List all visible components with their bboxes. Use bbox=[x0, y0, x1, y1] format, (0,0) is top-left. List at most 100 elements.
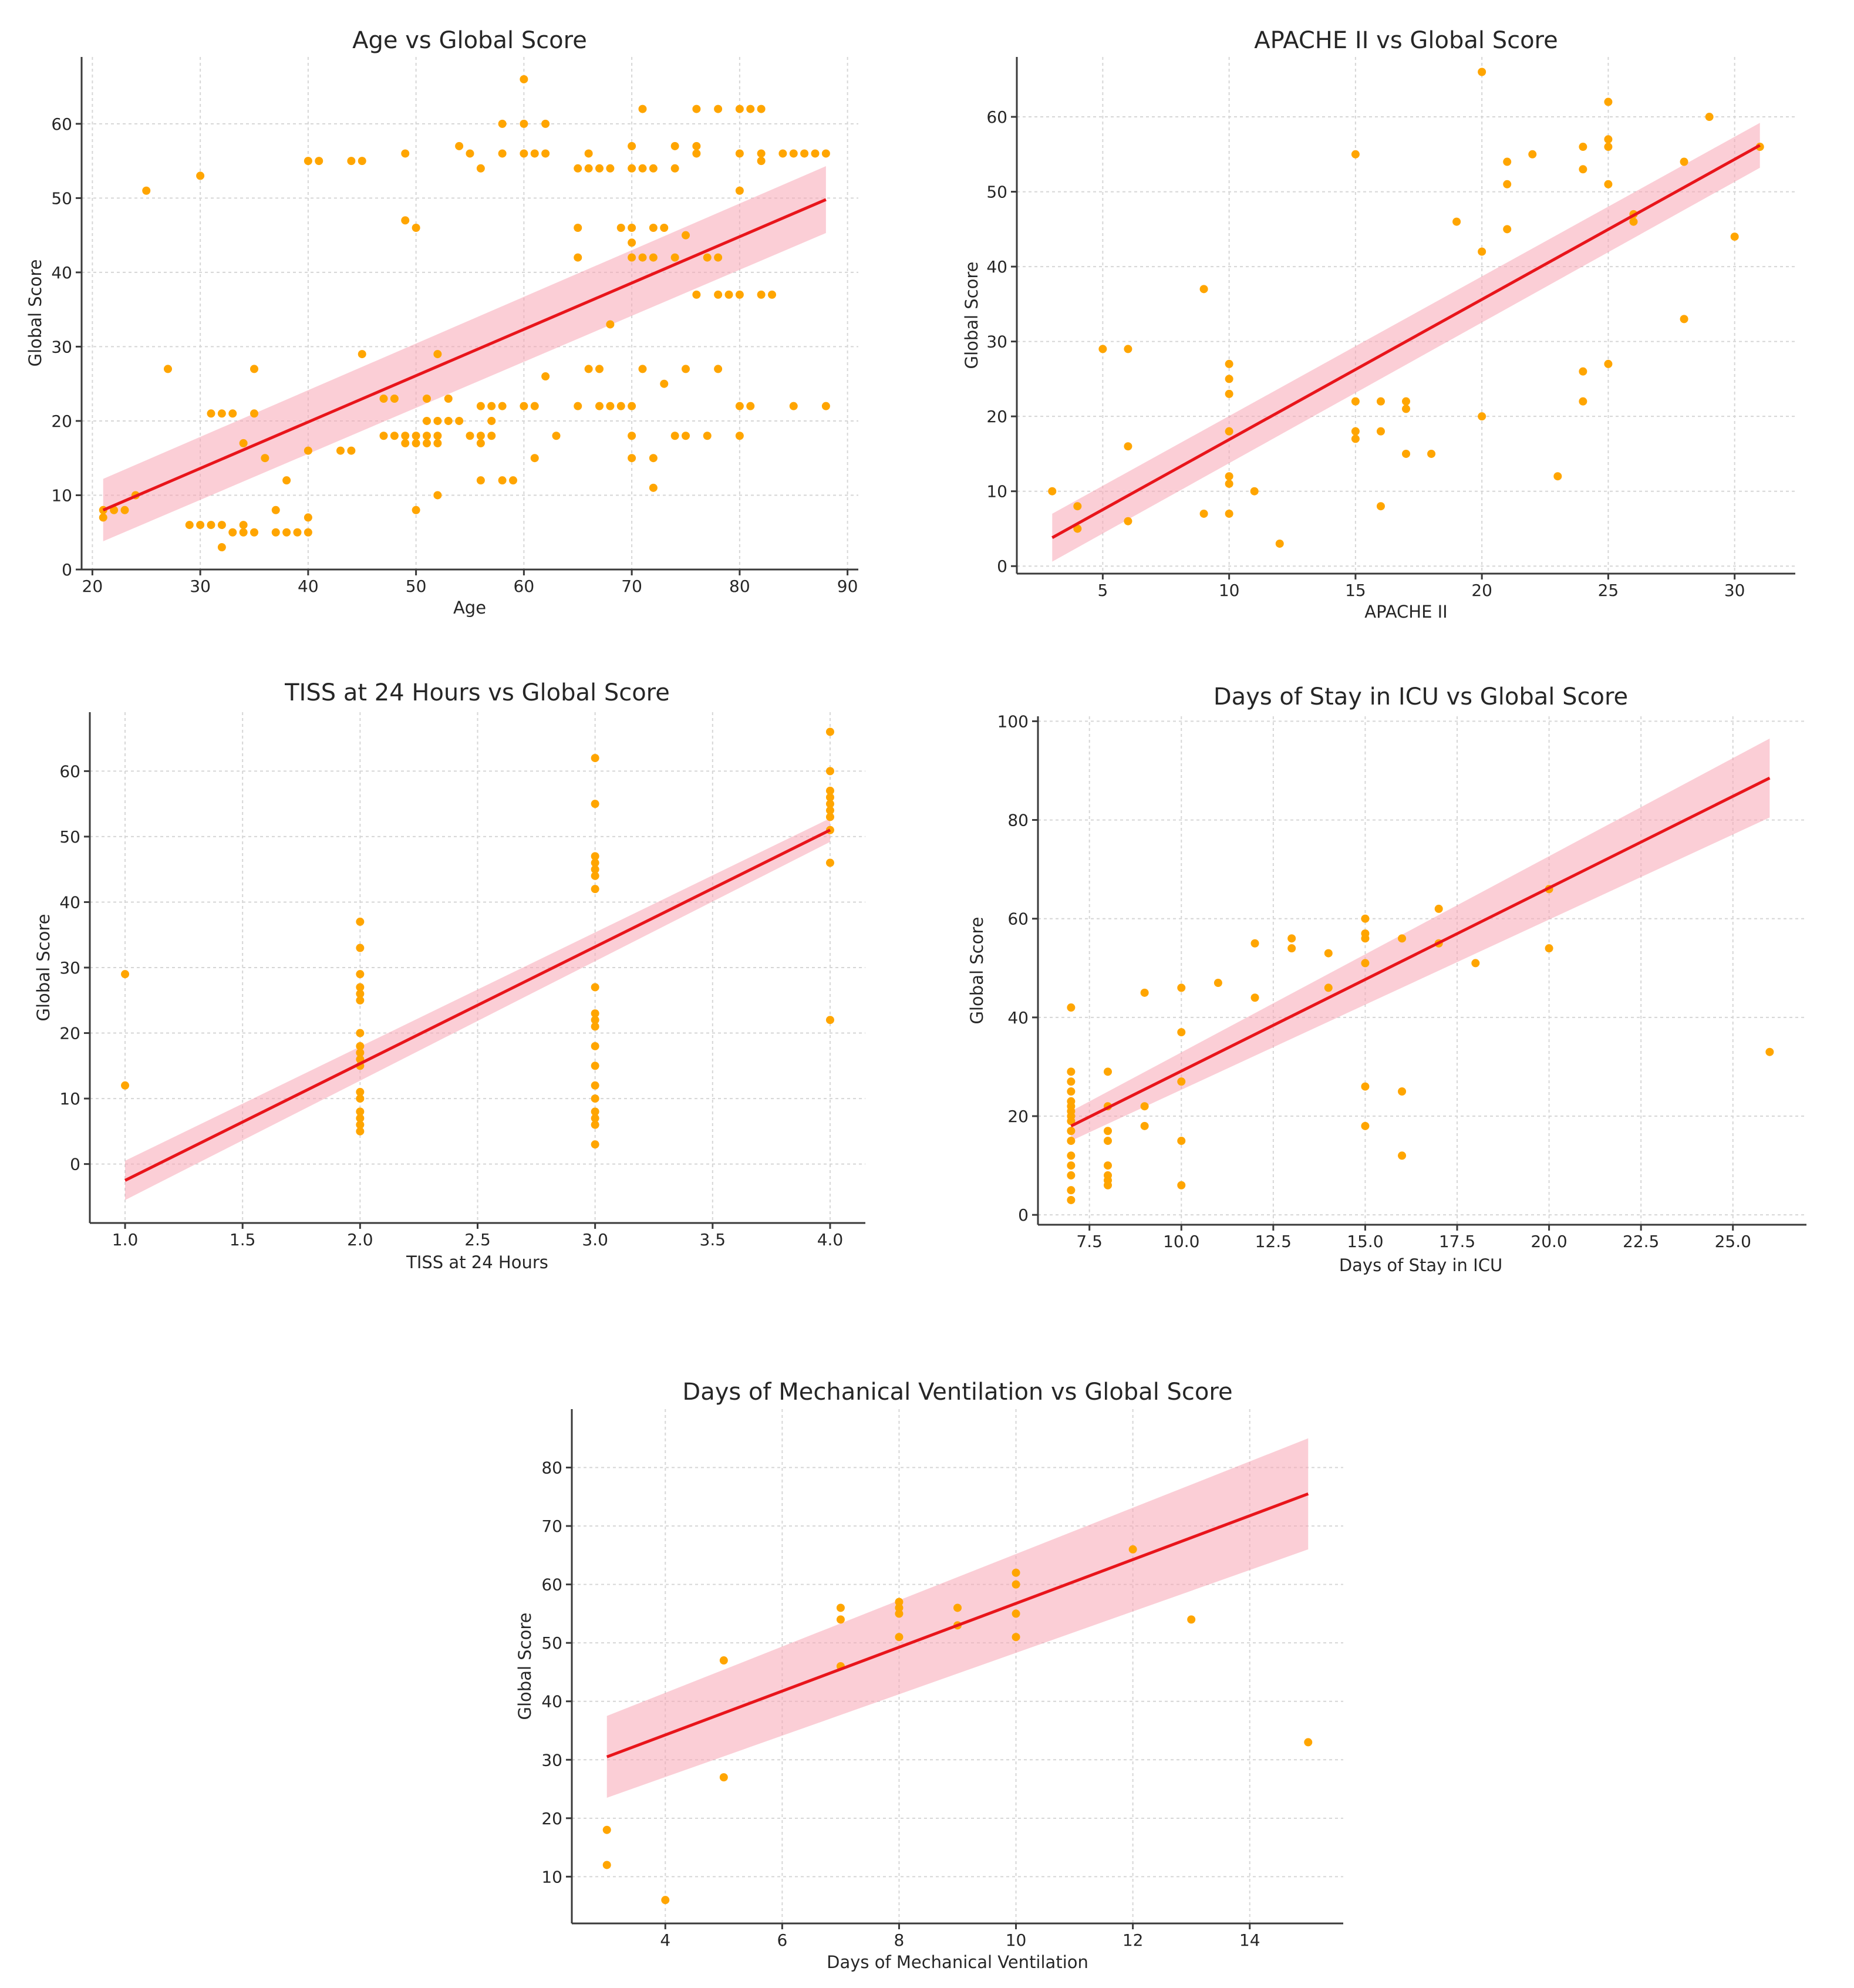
x-tick-label: 40 bbox=[298, 577, 319, 596]
data-point bbox=[670, 164, 679, 173]
data-point bbox=[498, 476, 507, 485]
y-tick-label: 10 bbox=[541, 1867, 562, 1886]
data-point bbox=[1680, 157, 1688, 166]
data-point bbox=[261, 454, 269, 463]
y-axis-label: Global Score bbox=[33, 914, 53, 1022]
data-point bbox=[591, 852, 599, 861]
data-point bbox=[390, 432, 399, 440]
x-tick-label: 70 bbox=[621, 577, 642, 596]
data-point bbox=[670, 432, 679, 440]
data-point bbox=[1629, 217, 1638, 226]
data-point bbox=[1398, 934, 1407, 943]
data-point bbox=[1361, 1121, 1370, 1130]
data-point bbox=[1067, 1067, 1076, 1076]
data-point bbox=[164, 365, 172, 373]
x-tick-label: 25 bbox=[1598, 581, 1619, 600]
data-point bbox=[692, 105, 701, 113]
x-tick-label: 20.0 bbox=[1531, 1232, 1567, 1251]
data-point bbox=[196, 171, 205, 180]
data-point bbox=[498, 402, 507, 410]
data-point bbox=[356, 1127, 365, 1135]
x-tick-label: 17.5 bbox=[1439, 1232, 1475, 1251]
data-point bbox=[703, 253, 712, 262]
x-axis-label: Days of Stay in ICU bbox=[1339, 1255, 1502, 1275]
data-point bbox=[1177, 1181, 1186, 1190]
data-point bbox=[1275, 539, 1284, 548]
x-tick-label: 4.0 bbox=[817, 1230, 844, 1249]
data-point bbox=[250, 528, 258, 537]
data-point bbox=[509, 476, 517, 485]
data-point bbox=[719, 1656, 728, 1665]
x-tick-label: 30 bbox=[190, 577, 211, 596]
data-point bbox=[1067, 1171, 1076, 1180]
data-point bbox=[1528, 150, 1537, 159]
data-point bbox=[825, 800, 834, 808]
data-point bbox=[99, 513, 107, 522]
data-point bbox=[584, 149, 593, 158]
data-point bbox=[1177, 1077, 1186, 1086]
y-tick-label: 50 bbox=[986, 183, 1007, 202]
data-point bbox=[1434, 904, 1443, 913]
y-tick-label: 60 bbox=[51, 114, 72, 134]
y-axis-label: Global Score bbox=[25, 260, 45, 367]
data-point bbox=[649, 224, 658, 232]
x-tick-label: 15.0 bbox=[1347, 1232, 1383, 1251]
data-point bbox=[574, 402, 582, 410]
data-point bbox=[1402, 397, 1410, 406]
data-point bbox=[356, 1107, 365, 1116]
chart-apache: 5 10 15 20 25 30 0 10 20 30 40 50 60 APACHE II vs Gl… bbox=[962, 27, 1795, 622]
data-point bbox=[789, 402, 798, 410]
data-point bbox=[207, 409, 215, 418]
data-point bbox=[476, 164, 485, 173]
data-point bbox=[682, 231, 690, 240]
data-point bbox=[591, 1009, 599, 1018]
data-point bbox=[638, 365, 647, 373]
x-tick-label: 25.0 bbox=[1715, 1232, 1751, 1251]
data-point bbox=[401, 439, 410, 447]
data-point bbox=[602, 1825, 611, 1834]
x-tick-label: 8 bbox=[894, 1930, 905, 1950]
x-tick-label: 20 bbox=[82, 577, 103, 596]
data-point bbox=[1128, 1545, 1137, 1554]
x-tick-label: 15 bbox=[1345, 581, 1366, 600]
confidence-band bbox=[606, 1438, 1309, 1798]
data-point bbox=[207, 521, 215, 530]
data-point bbox=[444, 395, 453, 403]
data-point bbox=[1402, 405, 1410, 413]
data-point bbox=[476, 432, 485, 440]
data-point bbox=[660, 379, 669, 388]
data-point bbox=[1067, 1003, 1076, 1012]
data-point bbox=[591, 1094, 599, 1103]
chart-icu: 7.5 10.0 12.5 15.0 17.5 20.0 22.5 25.0 0 20 40 60 80… bbox=[967, 683, 1806, 1275]
data-point bbox=[347, 446, 356, 455]
data-point bbox=[628, 454, 636, 463]
data-point bbox=[487, 432, 496, 440]
data-point bbox=[692, 290, 701, 299]
data-point bbox=[895, 1603, 904, 1612]
y-tick-label: 40 bbox=[59, 892, 80, 912]
data-point bbox=[423, 439, 431, 447]
data-point bbox=[584, 365, 593, 373]
data-point bbox=[1104, 1137, 1112, 1145]
data-point bbox=[616, 402, 625, 410]
data-point bbox=[1225, 375, 1233, 383]
data-point bbox=[714, 253, 723, 262]
y-tick-label: 40 bbox=[986, 257, 1007, 277]
data-point bbox=[595, 365, 604, 373]
x-tick-label: 2.0 bbox=[347, 1230, 373, 1249]
chart-age: 20 30 40 50 60 70 80 90 0 10 20 30 40 50 60 Age vs Glo… bbox=[25, 27, 858, 618]
data-point bbox=[1351, 427, 1360, 436]
data-point bbox=[1177, 983, 1186, 992]
data-point bbox=[1067, 1161, 1076, 1170]
y-tick-label: 40 bbox=[51, 263, 72, 282]
y-tick-label: 80 bbox=[1007, 811, 1029, 830]
data-point bbox=[304, 513, 312, 522]
x-tick-label: 1.0 bbox=[112, 1230, 139, 1249]
data-point bbox=[660, 224, 669, 232]
data-point bbox=[1452, 217, 1461, 226]
data-point bbox=[185, 521, 194, 530]
y-tick-label: 80 bbox=[541, 1458, 562, 1478]
data-point bbox=[591, 1107, 599, 1116]
data-point bbox=[714, 105, 723, 113]
